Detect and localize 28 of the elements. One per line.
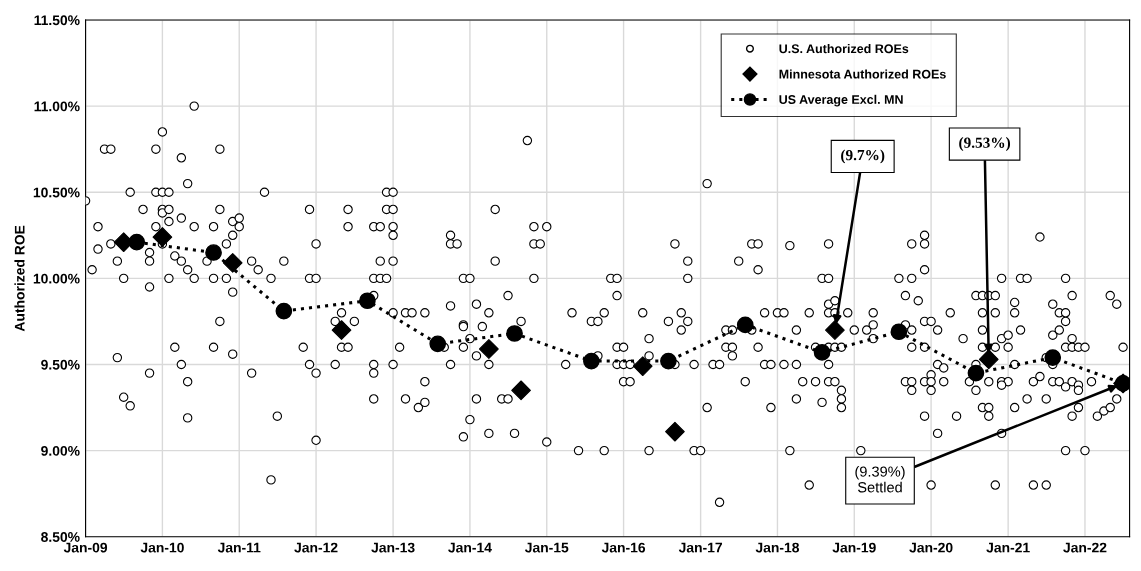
x-tick-label: Jan-12 (294, 542, 338, 553)
x-tick-label: Jan-10 (140, 542, 184, 553)
y-tick-label: 8.50% (41, 532, 80, 542)
annotation: (9.39%) Settled (855, 466, 905, 493)
y-tick-label: 10.50% (33, 187, 80, 198)
y-tick-label: 9.00% (41, 445, 80, 456)
y-tick-label: 11.00% (34, 101, 80, 112)
legend-label: US Average Excl. MN (779, 94, 903, 107)
x-tick-label: Jan-15 (524, 542, 569, 553)
x-tick-label: Jan-18 (755, 542, 800, 553)
x-tick-label: Jan-20 (909, 542, 953, 553)
x-tick-label: Jan-17 (678, 542, 723, 553)
legend-label: Minnesota Authorized ROEs (779, 69, 946, 79)
y-tick-label: 11.50% (34, 15, 80, 26)
x-tick-label: Jan-21 (986, 542, 1030, 553)
x-tick-label: Jan-14 (448, 542, 492, 553)
x-tick-label: Jan-19 (832, 542, 876, 553)
annotation: (9.53%) (959, 137, 1011, 151)
legend-label: U.S. Authorized ROEs (779, 43, 909, 54)
x-tick-label: Jan-11 (217, 542, 261, 553)
x-tick-label: Jan-22 (1063, 542, 1107, 553)
x-tick-label: Jan-16 (601, 542, 646, 553)
annotation: (9.7%) (841, 149, 885, 164)
x-tick-label: Jan-09 (63, 542, 108, 553)
y-tick-label: 10.00% (33, 273, 80, 284)
y-axis-title: Authorized ROE (14, 225, 25, 332)
y-tick-label: 9.50% (41, 359, 80, 370)
x-tick-label: Jan-13 (371, 542, 415, 553)
